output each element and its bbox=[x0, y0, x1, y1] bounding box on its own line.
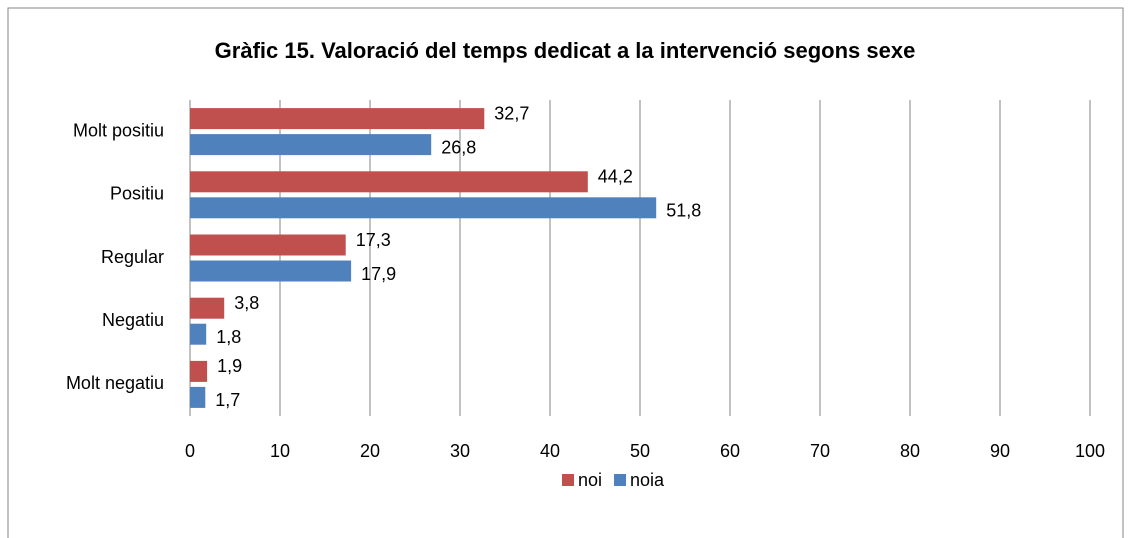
data-label: 32,7 bbox=[494, 103, 529, 123]
x-tick-label: 70 bbox=[810, 441, 830, 461]
data-label: 44,2 bbox=[598, 167, 633, 187]
x-tick-label: 50 bbox=[630, 441, 650, 461]
chart-title: Gràfic 15. Valoració del temps dedicat a… bbox=[215, 38, 916, 63]
x-tick-label: 80 bbox=[900, 441, 920, 461]
legend-label: noia bbox=[630, 470, 665, 490]
bar bbox=[190, 108, 485, 130]
x-tick-label: 10 bbox=[270, 441, 290, 461]
y-tick-label: Positiu bbox=[110, 184, 164, 204]
y-tick-label: Molt negatiu bbox=[66, 373, 164, 393]
bar bbox=[190, 297, 225, 319]
bar bbox=[190, 360, 208, 382]
data-label: 17,9 bbox=[361, 264, 396, 284]
x-tick-label: 100 bbox=[1075, 441, 1105, 461]
y-tick-label: Negatiu bbox=[102, 310, 164, 330]
x-tick-label: 30 bbox=[450, 441, 470, 461]
bar bbox=[190, 260, 352, 282]
data-label: 51,8 bbox=[666, 201, 701, 221]
data-label: 1,7 bbox=[215, 390, 240, 410]
legend-swatch bbox=[562, 474, 574, 486]
legend-label: noi bbox=[578, 470, 602, 490]
y-tick-label: Molt positiu bbox=[73, 120, 164, 140]
bar bbox=[190, 323, 207, 345]
x-tick-label: 20 bbox=[360, 441, 380, 461]
bar bbox=[190, 171, 588, 193]
data-label: 26,8 bbox=[441, 137, 476, 157]
x-tick-label: 90 bbox=[990, 441, 1010, 461]
data-label: 17,3 bbox=[356, 230, 391, 250]
bar bbox=[190, 234, 346, 256]
data-label: 1,9 bbox=[217, 356, 242, 376]
bar bbox=[190, 386, 206, 408]
x-tick-label: 40 bbox=[540, 441, 560, 461]
legend-swatch bbox=[614, 474, 627, 486]
x-tick-label: 0 bbox=[185, 441, 195, 461]
data-label: 1,8 bbox=[216, 327, 241, 347]
chart-border bbox=[7, 7, 1124, 538]
bar bbox=[190, 197, 657, 219]
data-label: 3,8 bbox=[234, 293, 259, 313]
x-tick-label: 60 bbox=[720, 441, 740, 461]
bar bbox=[190, 134, 432, 156]
y-tick-label: Regular bbox=[101, 247, 164, 267]
